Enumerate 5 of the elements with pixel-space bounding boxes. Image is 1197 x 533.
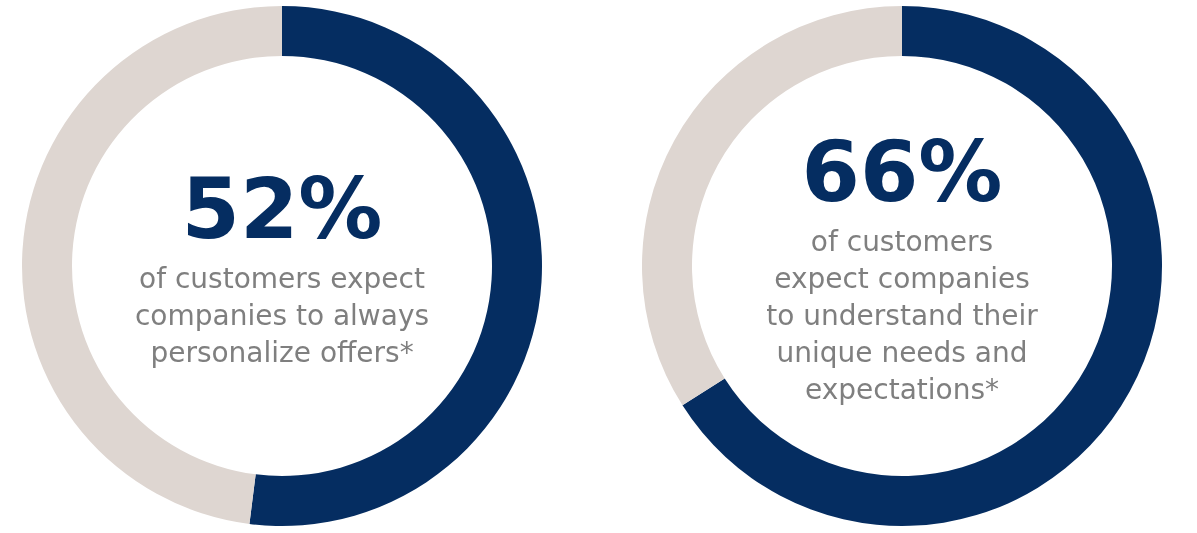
text: of customers expect companies to understand their unique needs and expectations* (766, 224, 1039, 406)
data-label: 52% (181, 159, 383, 258)
data-label: 66% (801, 122, 1003, 221)
donut-slice (682, 6, 1162, 526)
text: of customers expect companies to always personalize offers* (134, 261, 430, 369)
